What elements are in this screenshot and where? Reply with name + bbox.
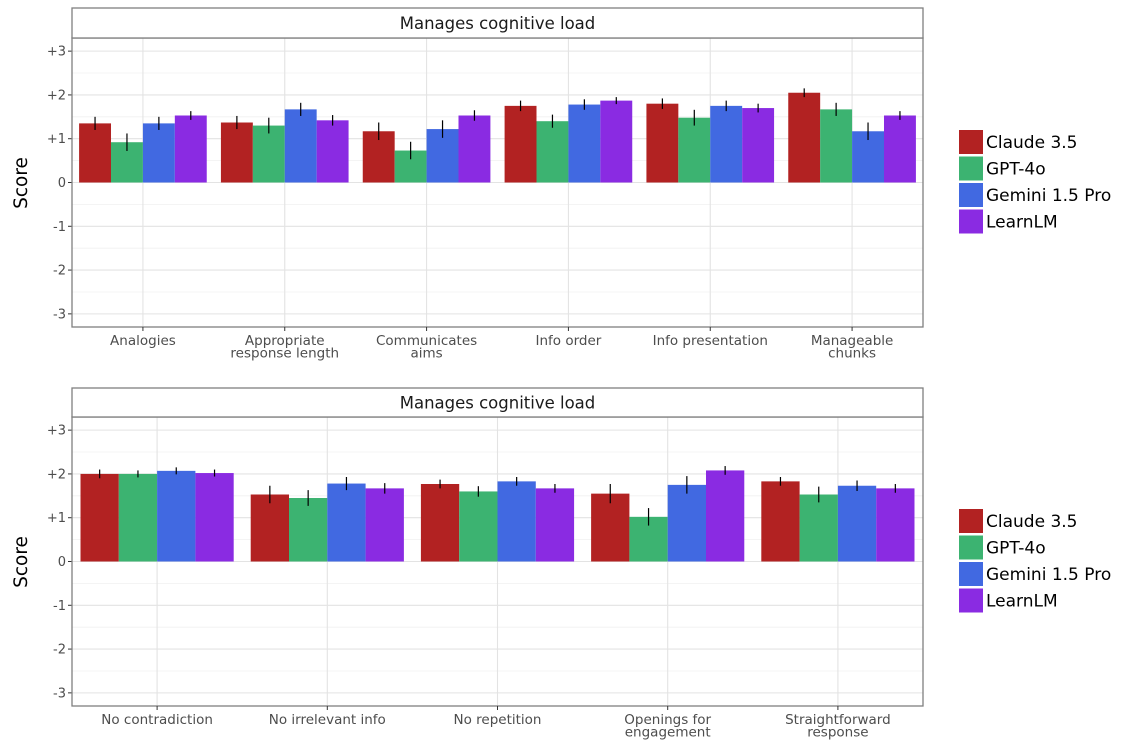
bar-gemini-1-5-pro [284, 109, 317, 183]
bar-learnlm [742, 108, 775, 183]
bar-gemini-1-5-pro [667, 484, 706, 562]
bar-learnlm [705, 470, 745, 562]
bar-gemini-1-5-pro [497, 481, 536, 562]
x-tick-label: Info order [535, 333, 601, 349]
bar-claude-3-5 [591, 493, 630, 562]
y-tick-label: -2 [53, 264, 66, 279]
chart-title: Manages cognitive load [400, 394, 596, 413]
bar-claude-3-5 [420, 483, 460, 562]
bar-claude-3-5 [79, 123, 112, 183]
bar-gpt-4o [678, 117, 711, 183]
legend-label: GPT-4o [986, 160, 1046, 180]
x-tick-label: response length [230, 346, 339, 362]
x-tick-label: No contradiction [101, 712, 213, 728]
legend: Claude 3.5 GPT-4o Gemini 1.5 Pro LearnLM [959, 509, 1111, 613]
bar-learnlm [195, 473, 234, 562]
legend-swatch [959, 588, 983, 613]
legend-label: GPT-4o [986, 539, 1046, 559]
y-tick-label: -2 [53, 643, 66, 658]
x-tick-label: Communicates [376, 333, 477, 349]
x-tick-label: engagement [625, 725, 711, 741]
y-axis-label: Score [11, 157, 32, 209]
bar-learnlm [174, 115, 207, 183]
x-tick-label: Openings for [624, 712, 711, 728]
y-tick-label: +2 [47, 88, 66, 103]
legend-swatch [959, 535, 983, 560]
facet-strip [71, 387, 924, 418]
x-tick-label: Manageable [811, 333, 894, 349]
y-axis-label: Score [11, 536, 32, 588]
y-tick-label: +2 [47, 467, 66, 482]
x-tick-label: No irrelevant info [269, 712, 386, 728]
x-tick-label: No repetition [454, 712, 542, 728]
bar-gemini-1-5-pro [568, 104, 601, 183]
bar-learnlm [535, 488, 575, 562]
y-tick-label: +3 [47, 424, 66, 439]
legend-swatch [959, 562, 983, 586]
bar-learnlm [316, 120, 349, 183]
bar-gpt-4o [289, 498, 328, 562]
bar-learnlm [600, 100, 633, 183]
y-tick-label: +3 [47, 45, 66, 60]
x-tick-label: chunks [828, 346, 876, 362]
bar-claude-3-5 [220, 122, 253, 183]
legend-swatch [959, 130, 983, 154]
y-tick-label: -3 [53, 307, 66, 322]
legend-swatch [959, 209, 983, 234]
bar-claude-3-5 [80, 473, 119, 562]
legend-swatch [959, 156, 983, 181]
legend-label: Claude 3.5 [986, 512, 1077, 532]
legend-swatch [959, 509, 983, 533]
bar-learnlm [458, 115, 491, 183]
y-tick-label: 0 [58, 555, 66, 570]
bar-gpt-4o [799, 494, 838, 562]
bar-learnlm [876, 488, 915, 562]
x-tick-label: Info presentation [653, 333, 768, 349]
bar-claude-3-5 [504, 105, 537, 183]
legend-label: Gemini 1.5 Pro [986, 186, 1111, 206]
chart-panel-1: +3 +2 +1 0 -1 -2 -3 Manages cognitive load Analo… [11, 7, 1111, 362]
y-tick-label: +1 [47, 511, 66, 526]
x-tick-label: aims [410, 346, 442, 362]
legend-label: Claude 3.5 [986, 133, 1077, 153]
y-tick-label: +1 [47, 132, 66, 147]
bar-gpt-4o [118, 473, 158, 562]
bar-learnlm [365, 488, 404, 562]
bar-claude-3-5 [761, 481, 800, 562]
y-tick-label: 0 [58, 176, 66, 191]
legend-label: LearnLM [986, 213, 1058, 233]
legend: Claude 3.5 GPT-4o Gemini 1.5 Pro LearnLM [959, 130, 1111, 234]
bar-claude-3-5 [646, 103, 679, 183]
x-tick-label: Straightforward [785, 712, 891, 728]
bar-gpt-4o [252, 125, 285, 183]
chart-title: Manages cognitive load [400, 14, 596, 33]
bar-gemini-1-5-pro [157, 470, 196, 562]
bar-gemini-1-5-pro [426, 129, 459, 183]
facet-strip [71, 7, 924, 39]
bar-gemini-1-5-pro [710, 105, 743, 183]
legend-swatch [959, 183, 983, 207]
bar-gpt-4o [459, 491, 498, 562]
bar-claude-3-5 [250, 494, 290, 562]
bar-claude-3-5 [788, 92, 821, 183]
y-tick-label: -1 [53, 220, 66, 235]
legend-label: Gemini 1.5 Pro [986, 565, 1111, 585]
bar-gpt-4o [536, 121, 569, 183]
bar-learnlm [883, 115, 916, 183]
y-tick-label: -1 [53, 599, 66, 614]
chart-panel-2: +3 +2 +1 0 -1 -2 -3 Manages cognitive load No co… [11, 387, 1111, 741]
x-tick-label: Appropriate [245, 333, 325, 349]
bar-gemini-1-5-pro [327, 483, 366, 562]
x-tick-label: Analogies [110, 333, 176, 349]
bar-gemini-1-5-pro [837, 485, 877, 562]
bar-gpt-4o [820, 109, 853, 183]
x-tick-label: response [807, 725, 868, 741]
bar-gemini-1-5-pro [142, 123, 175, 183]
y-tick-label: -3 [53, 686, 66, 701]
legend-label: LearnLM [986, 592, 1058, 612]
